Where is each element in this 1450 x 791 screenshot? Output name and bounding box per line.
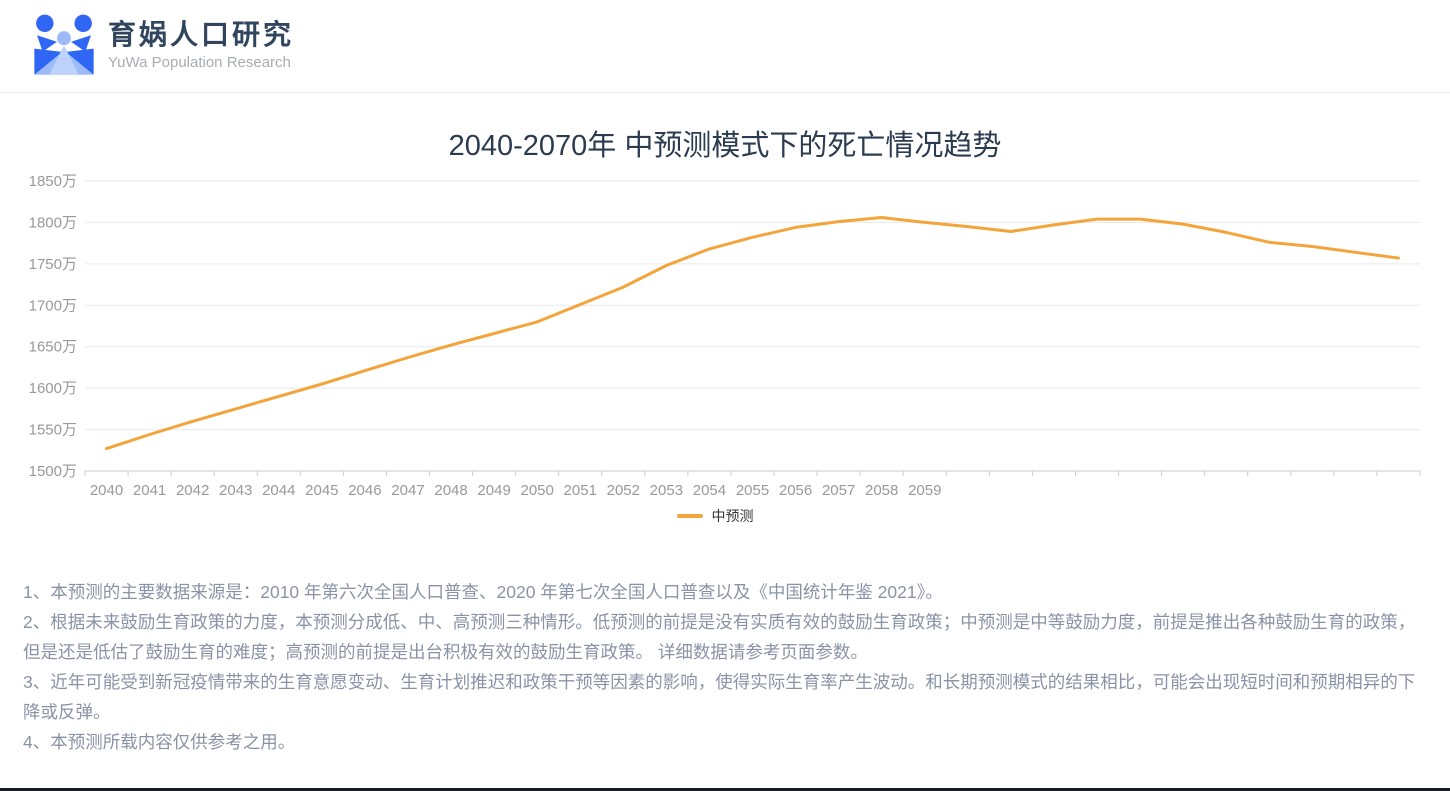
footnote-1: 1、本预测的主要数据来源是：2010 年第六次全国人口普查、2020 年第七次全… <box>23 582 943 602</box>
x-axis-tick-label: 2047 <box>391 482 424 499</box>
x-axis-tick-label: 2057 <box>822 482 855 499</box>
x-axis-tick-label: 2051 <box>564 482 597 499</box>
y-axis-tick-label: 1800万 <box>29 214 77 231</box>
x-axis-tick-label: 2050 <box>520 482 553 499</box>
chart-title: 2040-2070年 中预测模式下的死亡情况趋势 <box>448 130 1002 162</box>
footnote-3: 3、近年可能受到新冠疫情带来的生育意愿变动、生育计划推迟和政策干预等因素的影响，… <box>23 672 1416 722</box>
window-bottom-edge <box>0 788 1450 791</box>
brand-logo[interactable]: 育娲人口研究 YuWa Population Research <box>30 12 294 80</box>
y-axis-tick-label: 1850万 <box>29 173 77 190</box>
line-chart: 1500万 1550万 1600万 1650万 1700万 1750万 1800万 1850万… <box>29 173 1421 499</box>
footnote-4: 4、本预测所载内容仅供参考之用。 <box>23 732 296 752</box>
x-axis-tick-label: 2044 <box>262 482 295 499</box>
y-axis-tick-label: 1550万 <box>29 422 77 439</box>
footnote-2: 2、根据未来鼓励生育政策的力度，本预测分成低、中、高预测三种情形。低预测的前提是… <box>23 612 1416 662</box>
x-axis-tick-label: 2042 <box>176 482 209 499</box>
brand-name-en: YuWa Population Research <box>108 54 291 71</box>
footnotes: 1、本预测的主要数据来源是：2010 年第六次全国人口普查、2020 年第七次全… <box>0 577 1450 757</box>
header: 育娲人口研究 YuWa Population Research <box>0 0 1450 93</box>
x-axis-tick-label: 2053 <box>650 482 683 499</box>
brand-name-cn: 育娲人口研究 <box>108 19 295 50</box>
x-axis-tick-label: 2046 <box>348 482 381 499</box>
yuwa-logo-icon <box>34 14 94 75</box>
y-axis-tick-label: 1600万 <box>29 380 77 397</box>
brand-text: 育娲人口研究 YuWa Population Research <box>108 18 294 74</box>
y-axis-tick-label: 1500万 <box>29 463 77 480</box>
y-axis-tick-label: 1650万 <box>29 339 77 356</box>
x-axis-tick-label: 2040 <box>90 482 123 499</box>
x-axis-tick-label: 2048 <box>434 482 467 499</box>
series-line-中预测[interactable] <box>105 216 1400 451</box>
x-axis-tick-label: 2059 <box>908 482 941 499</box>
x-axis-tick-label: 2058 <box>865 482 898 499</box>
x-axis-tick-label: 2054 <box>693 482 726 499</box>
chart-legend[interactable]: 中预测 <box>0 506 1430 526</box>
x-axis-tick-label: 2052 <box>607 482 640 499</box>
y-axis-tick-label: 1700万 <box>29 297 77 314</box>
x-axis-tick-label: 2043 <box>219 482 252 499</box>
legend-label: 中预测 <box>711 508 754 524</box>
y-axis-tick-label: 1750万 <box>29 256 77 273</box>
x-axis-tick-label: 2049 <box>477 482 510 499</box>
x-axis-tick-label: 2056 <box>779 482 812 499</box>
x-axis-tick-label: 2045 <box>305 482 338 499</box>
x-axis-tick-label: 2041 <box>133 482 166 499</box>
x-axis-tick-label: 2055 <box>736 482 769 499</box>
legend-line-swatch <box>676 514 703 518</box>
